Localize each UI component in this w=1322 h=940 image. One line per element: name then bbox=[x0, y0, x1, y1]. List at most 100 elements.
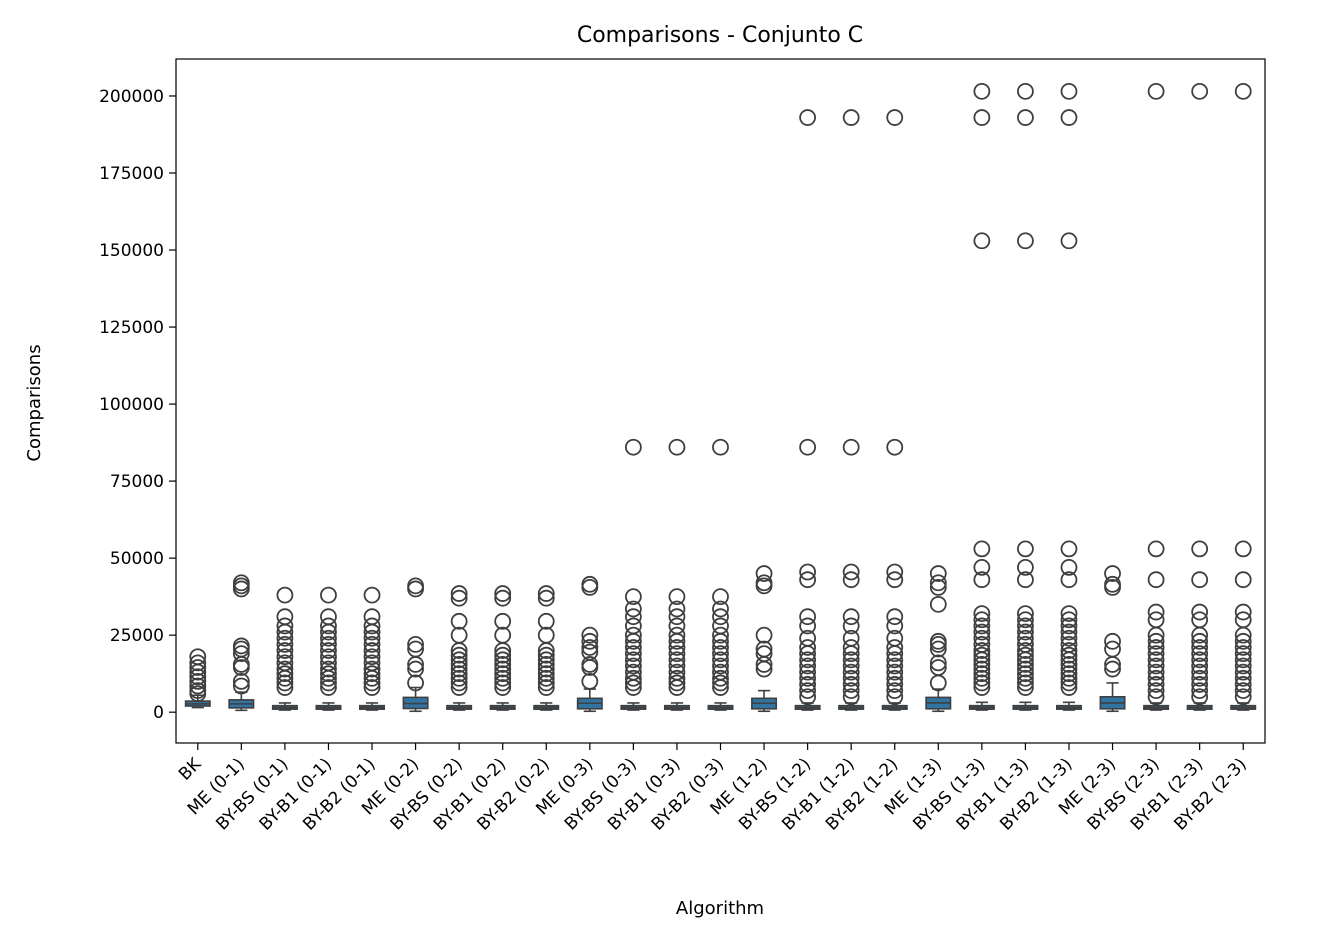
outlier-point bbox=[276, 586, 294, 604]
outlier-point bbox=[973, 656, 991, 673]
outlier-point bbox=[973, 665, 991, 683]
outlier-point bbox=[1191, 676, 1209, 693]
outlier-point bbox=[668, 639, 686, 656]
outlier-point bbox=[407, 660, 424, 678]
box-group bbox=[359, 586, 386, 711]
outlier-point bbox=[1060, 679, 1078, 696]
box-group bbox=[184, 648, 211, 709]
outlier-point bbox=[1234, 639, 1252, 656]
outlier-point bbox=[494, 679, 512, 696]
outlier-point bbox=[842, 563, 860, 581]
outlier-point bbox=[581, 643, 599, 661]
outlier-point bbox=[668, 669, 686, 687]
outlier-point bbox=[1147, 645, 1165, 663]
box-group bbox=[925, 565, 952, 713]
outlier-point bbox=[320, 586, 337, 604]
outlier-point bbox=[1017, 665, 1034, 683]
outlier-point bbox=[1234, 657, 1252, 675]
outlier-point bbox=[973, 571, 991, 589]
outlier-point bbox=[581, 626, 599, 644]
box-group bbox=[533, 585, 560, 711]
outlier-point bbox=[668, 600, 686, 618]
outlier-point bbox=[799, 657, 817, 675]
outlier-point bbox=[1017, 660, 1034, 678]
outlier-point bbox=[1060, 109, 1078, 126]
outlier-point bbox=[1017, 656, 1034, 673]
outlier-point bbox=[450, 674, 468, 692]
outlier-point bbox=[494, 669, 512, 687]
outlier-point bbox=[624, 438, 642, 456]
outlier-point bbox=[450, 651, 468, 669]
outlier-point bbox=[276, 608, 294, 626]
outlier-point bbox=[1147, 632, 1165, 650]
outlier-point bbox=[1191, 571, 1209, 589]
outlier-point bbox=[1104, 640, 1121, 658]
outlier-point bbox=[929, 654, 947, 672]
outlier-point bbox=[712, 663, 729, 681]
outlier-point bbox=[1104, 660, 1121, 678]
outlier-point bbox=[1017, 558, 1034, 576]
outlier-point bbox=[886, 617, 904, 635]
outlier-point bbox=[712, 674, 729, 692]
outlier-point bbox=[1147, 676, 1165, 693]
x-axis-label: Algorithm bbox=[676, 898, 764, 919]
box-group bbox=[663, 438, 690, 711]
outlier-point bbox=[712, 639, 729, 656]
outlier-point bbox=[537, 626, 555, 644]
outlier-point bbox=[276, 617, 294, 635]
outlier-point bbox=[450, 665, 468, 683]
outlier-point bbox=[1234, 669, 1252, 687]
outlier-point bbox=[1191, 688, 1209, 706]
outlier-point bbox=[320, 617, 337, 635]
outlier-point bbox=[1191, 663, 1209, 681]
outlier-point bbox=[886, 657, 904, 675]
outlier-point bbox=[276, 665, 294, 683]
outlier-point bbox=[1234, 611, 1252, 629]
y-tick-label: 50000 bbox=[110, 549, 164, 569]
outlier-point bbox=[799, 663, 817, 681]
outlier-point bbox=[886, 682, 904, 700]
outlier-point bbox=[886, 651, 904, 669]
outlier-point bbox=[232, 677, 250, 695]
outlier-point bbox=[276, 654, 294, 672]
outlier-point bbox=[189, 672, 207, 690]
outlier-point bbox=[973, 82, 991, 100]
outlier-point bbox=[537, 669, 555, 687]
outlier-point bbox=[1234, 82, 1252, 100]
outlier-point bbox=[755, 626, 773, 644]
outlier-point bbox=[1191, 645, 1209, 663]
outlier-point bbox=[276, 636, 294, 653]
outlier-point bbox=[450, 679, 468, 696]
outlier-point bbox=[712, 600, 729, 618]
outlier-point bbox=[886, 676, 904, 693]
outlier-point bbox=[842, 639, 860, 656]
outlier-point bbox=[886, 688, 904, 706]
outlier-point bbox=[1147, 540, 1165, 558]
outlier-point bbox=[1234, 688, 1252, 706]
outlier-point bbox=[755, 574, 773, 592]
outlier-point bbox=[363, 636, 381, 653]
outlier-point bbox=[624, 588, 642, 606]
outlier-point bbox=[1060, 674, 1078, 692]
outlier-point bbox=[581, 632, 599, 650]
outlier-point bbox=[450, 626, 468, 644]
outlier-point bbox=[407, 636, 424, 653]
outlier-point bbox=[494, 665, 512, 683]
outlier-point bbox=[1060, 642, 1078, 659]
outlier-point bbox=[1147, 603, 1165, 621]
outlier-point bbox=[494, 646, 512, 664]
box-group bbox=[838, 109, 865, 711]
outlier-point bbox=[1017, 646, 1034, 664]
outlier-point bbox=[450, 589, 468, 607]
outlier-point bbox=[799, 571, 817, 589]
outlier-point bbox=[712, 626, 729, 644]
outlier-point bbox=[537, 585, 555, 602]
outlier-point bbox=[929, 674, 947, 692]
outlier-point bbox=[1147, 571, 1165, 589]
outlier-point bbox=[799, 676, 817, 693]
outlier-point bbox=[842, 688, 860, 706]
outlier-point bbox=[712, 645, 729, 663]
outlier-point bbox=[668, 645, 686, 663]
outlier-point bbox=[799, 563, 817, 581]
outlier-point bbox=[1017, 571, 1034, 589]
